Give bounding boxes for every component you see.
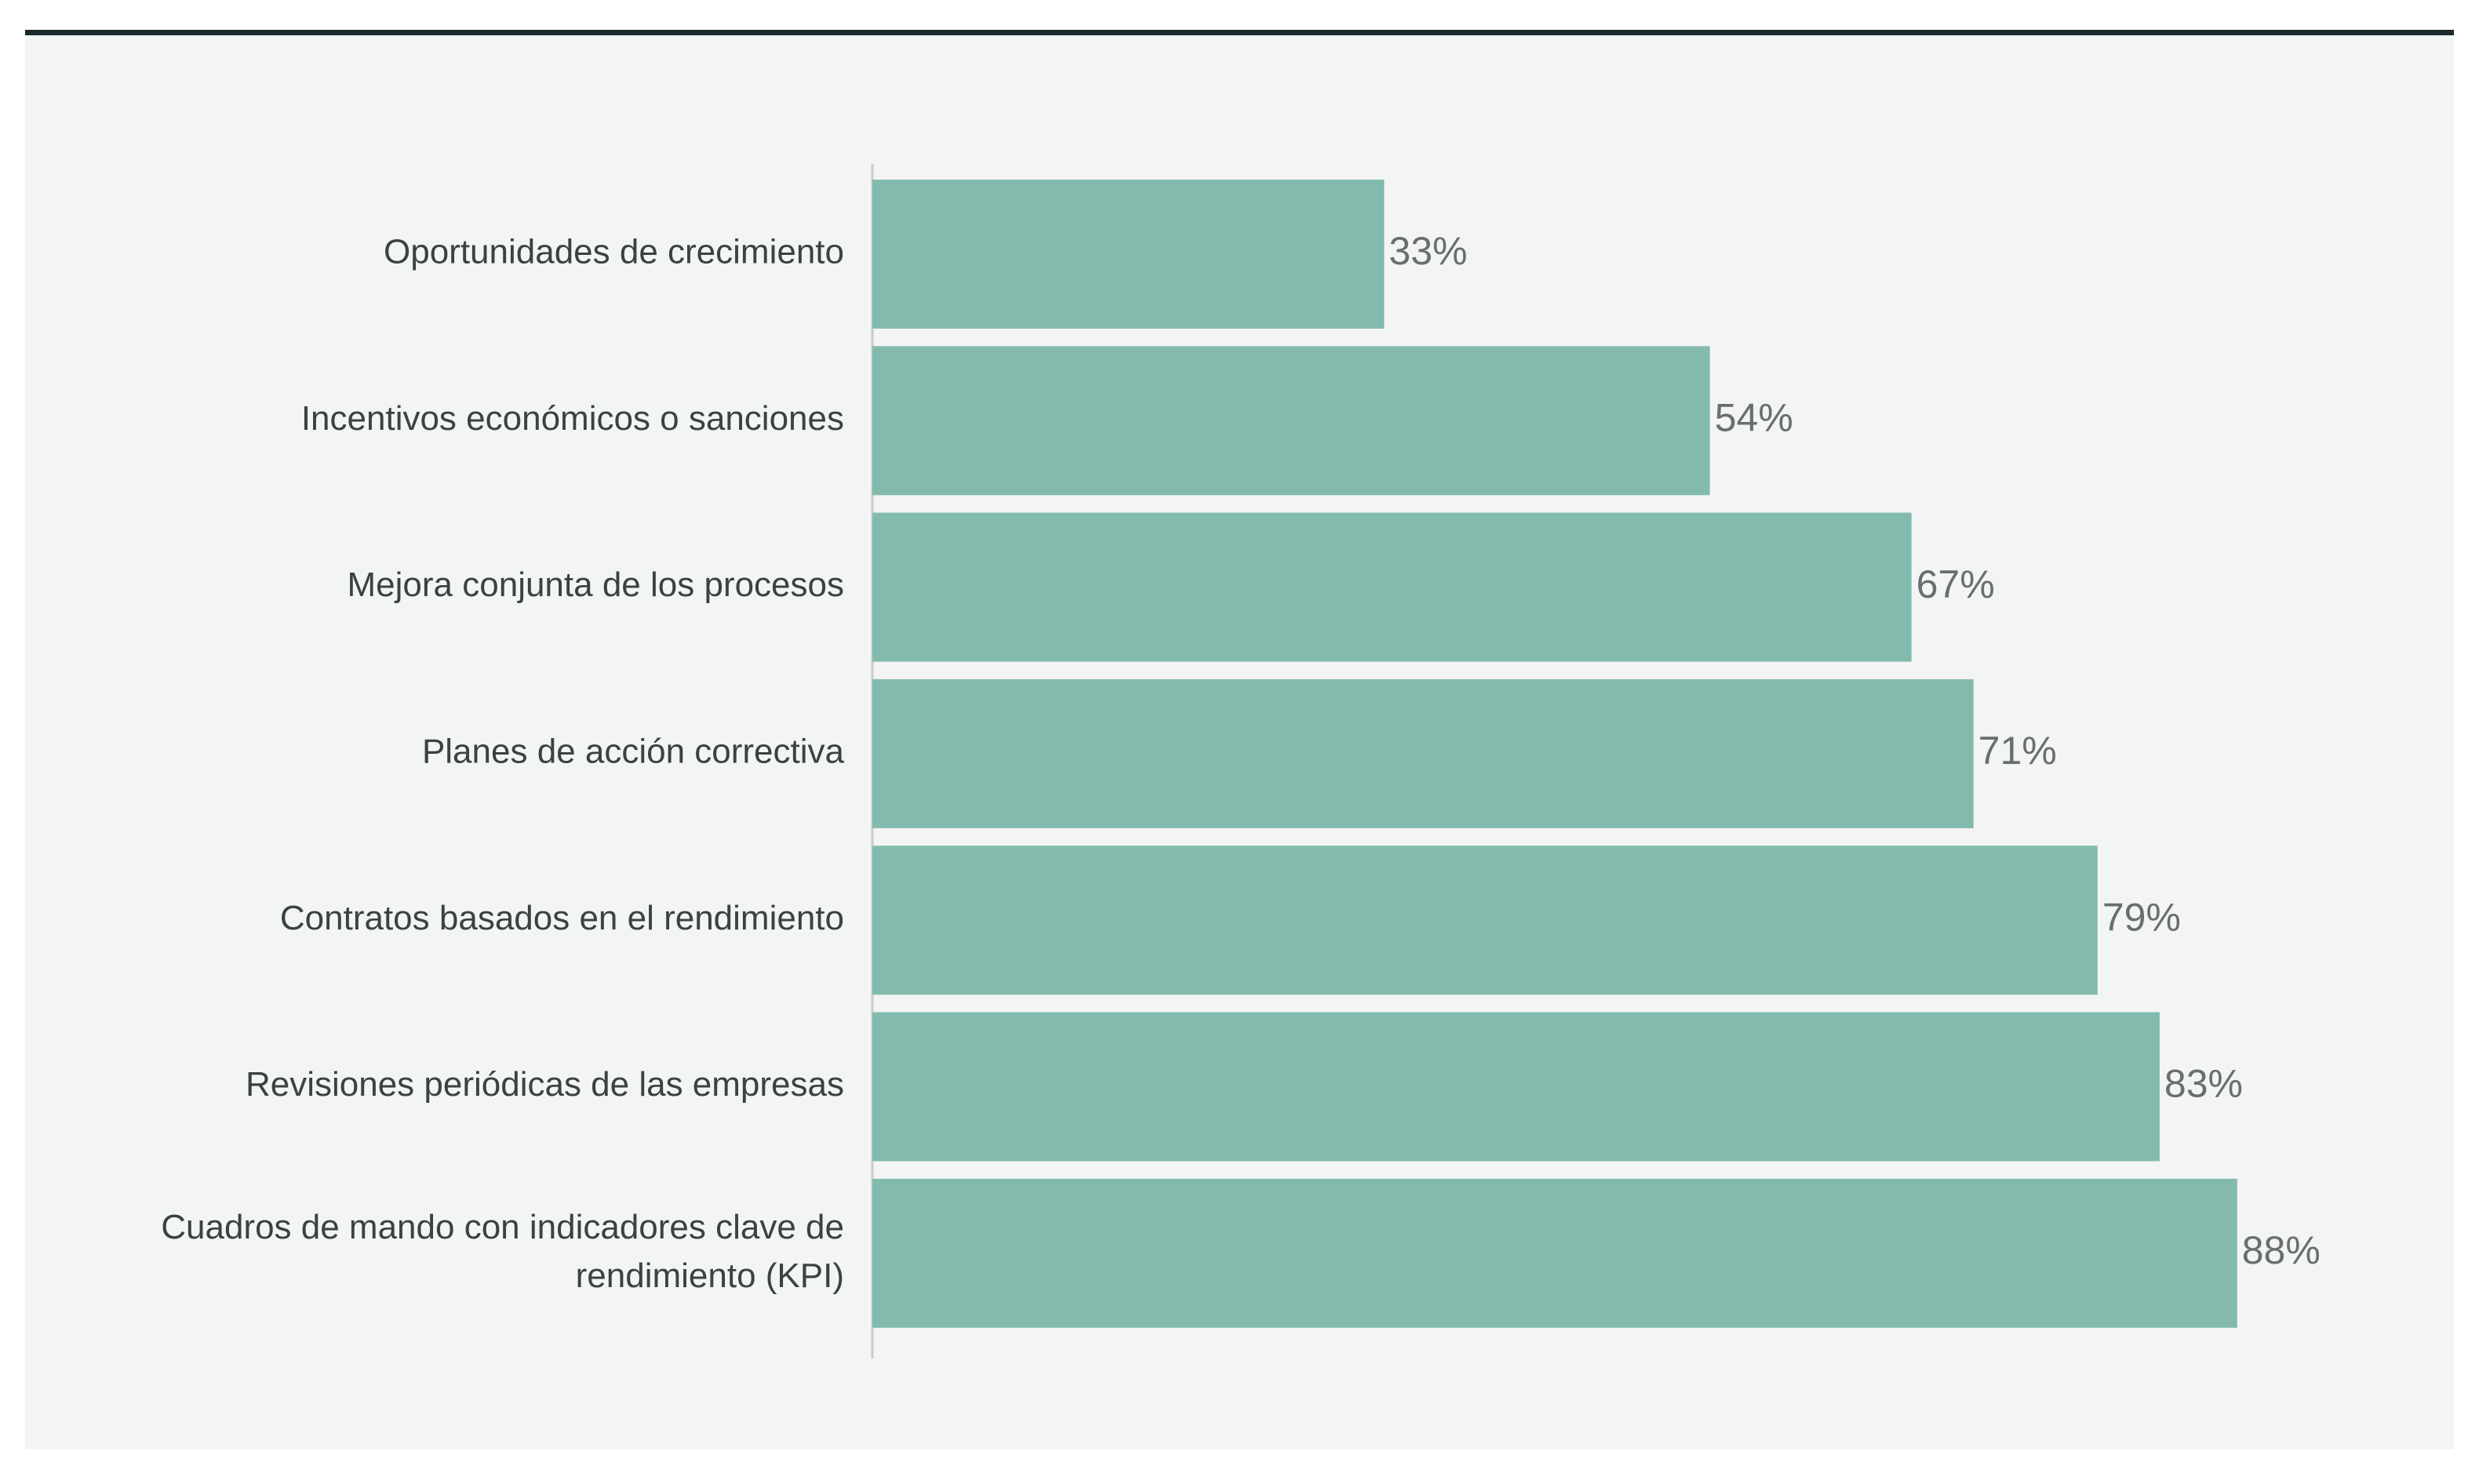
top-rule bbox=[25, 30, 2454, 35]
bar bbox=[872, 678, 1974, 828]
value-label: 67% bbox=[1917, 562, 1995, 606]
bar bbox=[872, 346, 1710, 496]
value-label: 88% bbox=[2242, 1228, 2321, 1272]
bar bbox=[872, 180, 1385, 329]
label-line: Cuadros de mando con indicadores clave d… bbox=[161, 1207, 844, 1246]
y-tick-label: Mejora conjunta de los procesos bbox=[348, 566, 844, 604]
label-line: rendimiento (KPI) bbox=[576, 1256, 844, 1294]
y-tick-label: Contratos basados en el rendimiento bbox=[280, 899, 844, 937]
value-label: 33% bbox=[1389, 229, 1467, 273]
value-label: 79% bbox=[2102, 895, 2181, 939]
value-label: 71% bbox=[1978, 729, 2057, 773]
y-tick-label: Cuadros de mando con indicadores clave d… bbox=[161, 1207, 844, 1294]
y-tick-label: Revisiones periódicas de las empresas bbox=[246, 1065, 844, 1104]
y-tick-label: Oportunidades de crecimiento bbox=[384, 233, 844, 271]
bar bbox=[872, 1178, 2237, 1328]
y-tick-label: Incentivos económicos o sanciones bbox=[301, 399, 844, 438]
value-label: 54% bbox=[1715, 396, 1793, 440]
value-label: 83% bbox=[2164, 1062, 2243, 1106]
bar bbox=[872, 1012, 2160, 1162]
bar bbox=[872, 846, 2098, 995]
y-tick-label: Planes de acción correctiva bbox=[422, 733, 845, 771]
bar bbox=[872, 512, 1912, 662]
